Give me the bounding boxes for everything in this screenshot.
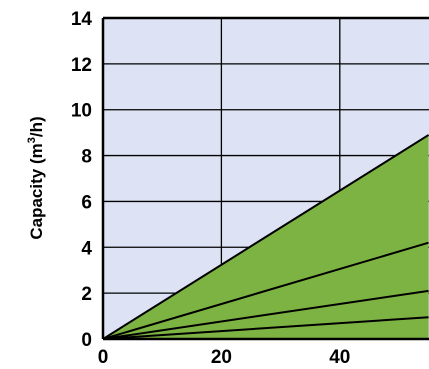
y-axis-title-main: Capacity (m bbox=[27, 143, 46, 239]
lines-layer bbox=[103, 134, 429, 339]
y-axis-title: Capacity (m3/h) bbox=[26, 116, 46, 239]
y-axis-title-suffix: /h) bbox=[27, 116, 46, 137]
plot-frame bbox=[101, 16, 429, 341]
x-tick-label-0: 0 bbox=[98, 347, 109, 368]
series-line-3 bbox=[103, 316, 429, 339]
y-tick-label-2: 4 bbox=[81, 238, 92, 259]
x-tick-labels: 0 20 40 bbox=[98, 347, 351, 368]
y-tick-label-0: 0 bbox=[81, 330, 92, 351]
y-tick-label-4: 8 bbox=[81, 147, 92, 168]
y-tick-label-6: 12 bbox=[71, 55, 92, 76]
y-axis-title-superscript: 3 bbox=[26, 137, 38, 143]
y-tick-label-1: 2 bbox=[81, 284, 92, 305]
series-line-0 bbox=[103, 134, 429, 339]
series-line-2 bbox=[103, 289, 429, 339]
y-tick-label-7: 14 bbox=[71, 9, 93, 30]
y-tick-label-5: 10 bbox=[71, 101, 92, 122]
y-tick-labels: 0 2 4 6 8 10 12 14 bbox=[71, 9, 93, 351]
x-tick-label-1: 20 bbox=[211, 347, 232, 368]
x-tick-label-2: 40 bbox=[329, 347, 350, 368]
y-tick-label-3: 6 bbox=[81, 192, 92, 213]
series-line-1 bbox=[103, 241, 429, 339]
